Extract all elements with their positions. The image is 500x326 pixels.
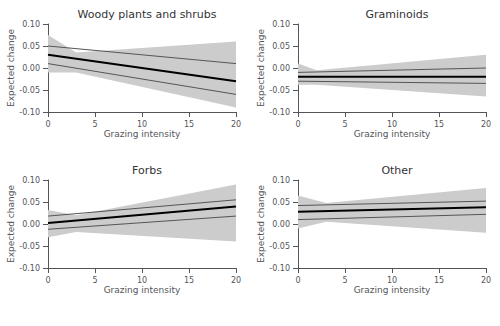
svg-text:Grazing intensity: Grazing intensity bbox=[354, 129, 431, 139]
svg-text:15: 15 bbox=[434, 276, 444, 285]
svg-text:15: 15 bbox=[184, 276, 194, 285]
svg-text:0.05: 0.05 bbox=[272, 42, 290, 51]
svg-text:0: 0 bbox=[295, 120, 300, 129]
svg-text:0.10: 0.10 bbox=[272, 176, 290, 185]
svg-text:0.05: 0.05 bbox=[22, 198, 40, 207]
svg-text:-0.10: -0.10 bbox=[19, 108, 40, 117]
svg-text:0.05: 0.05 bbox=[272, 198, 290, 207]
svg-text:10: 10 bbox=[137, 276, 147, 285]
svg-text:Grazing intensity: Grazing intensity bbox=[104, 129, 181, 139]
svg-text:Grazing intensity: Grazing intensity bbox=[104, 285, 181, 295]
svg-text:Graminoids: Graminoids bbox=[365, 8, 428, 21]
svg-text:-0.05: -0.05 bbox=[269, 242, 290, 251]
svg-text:10: 10 bbox=[387, 276, 397, 285]
svg-text:Expected change: Expected change bbox=[6, 185, 16, 263]
svg-text:0.10: 0.10 bbox=[22, 20, 40, 29]
svg-text:-0.05: -0.05 bbox=[19, 242, 40, 251]
svg-text:0: 0 bbox=[295, 276, 300, 285]
svg-text:Expected change: Expected change bbox=[256, 29, 266, 107]
svg-text:-0.05: -0.05 bbox=[269, 86, 290, 95]
svg-text:0.05: 0.05 bbox=[22, 42, 40, 51]
svg-text:5: 5 bbox=[342, 276, 347, 285]
svg-text:15: 15 bbox=[434, 120, 444, 129]
svg-text:Expected change: Expected change bbox=[256, 185, 266, 263]
svg-text:0.10: 0.10 bbox=[272, 20, 290, 29]
svg-text:15: 15 bbox=[184, 120, 194, 129]
svg-text:5: 5 bbox=[92, 276, 97, 285]
svg-text:20: 20 bbox=[231, 276, 241, 285]
svg-text:5: 5 bbox=[342, 120, 347, 129]
svg-text:0.00: 0.00 bbox=[272, 64, 290, 73]
svg-text:0.00: 0.00 bbox=[272, 220, 290, 229]
svg-text:0.00: 0.00 bbox=[22, 220, 40, 229]
svg-text:20: 20 bbox=[231, 120, 241, 129]
svg-text:-0.10: -0.10 bbox=[269, 264, 290, 273]
svg-text:10: 10 bbox=[387, 120, 397, 129]
svg-text:Grazing intensity: Grazing intensity bbox=[354, 285, 431, 295]
svg-text:0: 0 bbox=[45, 276, 50, 285]
svg-text:0.00: 0.00 bbox=[22, 64, 40, 73]
svg-text:5: 5 bbox=[92, 120, 97, 129]
svg-text:0: 0 bbox=[45, 120, 50, 129]
svg-text:10: 10 bbox=[137, 120, 147, 129]
svg-text:-0.10: -0.10 bbox=[269, 108, 290, 117]
svg-text:0.10: 0.10 bbox=[22, 176, 40, 185]
svg-text:Woody plants and shrubs: Woody plants and shrubs bbox=[77, 8, 216, 21]
svg-text:20: 20 bbox=[481, 120, 491, 129]
svg-text:Forbs: Forbs bbox=[132, 164, 162, 177]
svg-text:Expected change: Expected change bbox=[6, 29, 16, 107]
svg-text:20: 20 bbox=[481, 276, 491, 285]
svg-text:Other: Other bbox=[381, 164, 413, 177]
svg-text:-0.05: -0.05 bbox=[19, 86, 40, 95]
svg-text:-0.10: -0.10 bbox=[19, 264, 40, 273]
